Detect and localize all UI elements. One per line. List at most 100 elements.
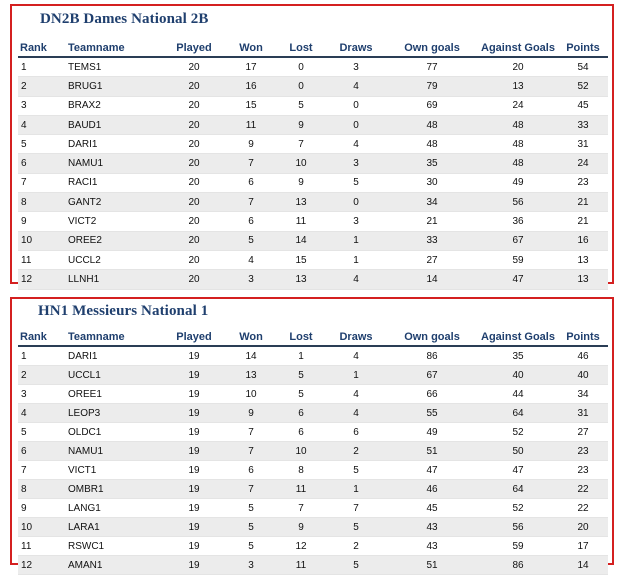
cell-teamname: OMBR1 xyxy=(68,479,162,499)
cell-rank: 2 xyxy=(18,365,68,385)
cell-teamname: BRAX2 xyxy=(68,96,162,116)
cell-teamname: AMAN1 xyxy=(68,555,162,575)
cell-draws: 0 xyxy=(326,96,386,116)
cell-played: 19 xyxy=(162,479,226,499)
cell-own-goals: 35 xyxy=(386,153,478,174)
cell-draws: 1 xyxy=(326,250,386,271)
cell-points: 33 xyxy=(558,115,608,136)
cell-own-goals: 79 xyxy=(386,76,478,97)
cell-rank: 12 xyxy=(18,555,68,575)
cell-rank: 6 xyxy=(18,441,68,461)
cell-against-goals: 59 xyxy=(478,250,558,271)
cell-against-goals: 56 xyxy=(478,517,558,537)
cell-draws: 2 xyxy=(326,536,386,556)
cell-won: 7 xyxy=(226,192,276,213)
cell-teamname: BRUG1 xyxy=(68,76,162,97)
cell-points: 52 xyxy=(558,76,608,97)
cell-points: 46 xyxy=(558,346,608,366)
table-row: 11 RSWC1 19 5 12 2 43 59 17 xyxy=(18,536,608,556)
column-header-won: Won xyxy=(226,40,276,58)
cell-draws: 2 xyxy=(326,441,386,461)
cell-rank: 3 xyxy=(18,96,68,116)
cell-won: 9 xyxy=(226,134,276,155)
cell-won: 5 xyxy=(226,498,276,518)
table-row: 1 DARI1 19 14 1 4 86 35 46 xyxy=(18,346,608,366)
cell-teamname: UCCL2 xyxy=(68,250,162,271)
cell-points: 31 xyxy=(558,134,608,155)
cell-teamname: OREE1 xyxy=(68,384,162,404)
cell-teamname: LARA1 xyxy=(68,517,162,537)
cell-against-goals: 56 xyxy=(478,192,558,213)
cell-own-goals: 77 xyxy=(386,57,478,78)
table-row: 3 OREE1 19 10 5 4 66 44 34 xyxy=(18,384,608,404)
cell-points: 40 xyxy=(558,365,608,385)
cell-won: 15 xyxy=(226,96,276,116)
cell-against-goals: 49 xyxy=(478,173,558,194)
cell-won: 10 xyxy=(226,384,276,404)
cell-own-goals: 47 xyxy=(386,460,478,480)
cell-played: 20 xyxy=(162,269,226,290)
table-row: 1 TEMS1 20 17 0 3 77 20 54 xyxy=(18,57,608,78)
table-title: DN2B Dames National 2B xyxy=(40,11,209,27)
cell-teamname: GANT2 xyxy=(68,192,162,213)
cell-points: 13 xyxy=(558,250,608,271)
table-title: HN1 Messieurs National 1 xyxy=(38,303,209,319)
standings-table: Rank Teamname Played Won Lost Draws Own goals A… xyxy=(18,329,608,575)
cell-rank: 9 xyxy=(18,498,68,518)
cell-lost: 14 xyxy=(276,231,326,251)
cell-lost: 5 xyxy=(276,96,326,116)
cell-played: 19 xyxy=(162,517,226,537)
table-body: 1 TEMS1 20 17 0 3 77 20 54 2 BRUG1 20 16 0 4 79 13 52 3 BRA… xyxy=(18,57,608,290)
cell-played: 19 xyxy=(162,536,226,556)
cell-played: 19 xyxy=(162,441,226,461)
cell-lost: 9 xyxy=(276,517,326,537)
cell-against-goals: 48 xyxy=(478,115,558,136)
cell-points: 13 xyxy=(558,269,608,290)
table-row: 10 LARA1 19 5 9 5 43 56 20 xyxy=(18,517,608,537)
cell-teamname: UCCL1 xyxy=(68,365,162,385)
cell-played: 19 xyxy=(162,346,226,366)
cell-lost: 7 xyxy=(276,498,326,518)
cell-points: 34 xyxy=(558,384,608,404)
cell-draws: 7 xyxy=(326,498,386,518)
cell-rank: 4 xyxy=(18,115,68,136)
cell-rank: 9 xyxy=(18,211,68,232)
cell-points: 45 xyxy=(558,96,608,116)
cell-won: 3 xyxy=(226,555,276,575)
table-row: 2 UCCL1 19 13 5 1 67 40 40 xyxy=(18,365,608,385)
cell-lost: 7 xyxy=(276,134,326,155)
cell-rank: 8 xyxy=(18,192,68,213)
cell-won: 3 xyxy=(226,269,276,290)
column-header-rank: Rank xyxy=(18,40,68,58)
table-row: 3 BRAX2 20 15 5 0 69 24 45 xyxy=(18,96,608,116)
table-row: 8 GANT2 20 7 13 0 34 56 21 xyxy=(18,192,608,213)
table-row: 5 DARI1 20 9 7 4 48 48 31 xyxy=(18,134,608,155)
cell-played: 19 xyxy=(162,498,226,518)
cell-points: 24 xyxy=(558,153,608,174)
cell-draws: 4 xyxy=(326,134,386,155)
cell-own-goals: 34 xyxy=(386,192,478,213)
table-row: 4 LEOP3 19 9 6 4 55 64 31 xyxy=(18,403,608,423)
cell-lost: 9 xyxy=(276,173,326,194)
cell-rank: 5 xyxy=(18,422,68,442)
cell-against-goals: 13 xyxy=(478,76,558,97)
table-row: 10 OREE2 20 5 14 1 33 67 16 xyxy=(18,231,608,251)
cell-draws: 4 xyxy=(326,76,386,97)
cell-rank: 12 xyxy=(18,269,68,290)
cell-own-goals: 43 xyxy=(386,517,478,537)
cell-rank: 8 xyxy=(18,479,68,499)
cell-won: 11 xyxy=(226,115,276,136)
table-row: 12 AMAN1 19 3 11 5 51 86 14 xyxy=(18,555,608,575)
cell-rank: 4 xyxy=(18,403,68,423)
cell-won: 13 xyxy=(226,365,276,385)
cell-own-goals: 55 xyxy=(386,403,478,423)
cell-draws: 3 xyxy=(326,57,386,78)
cell-against-goals: 36 xyxy=(478,211,558,232)
cell-teamname: DARI1 xyxy=(68,134,162,155)
standings-table: Rank Teamname Played Won Lost Draws Own goals A… xyxy=(18,40,608,290)
column-header-won: Won xyxy=(226,329,276,347)
cell-own-goals: 51 xyxy=(386,555,478,575)
cell-lost: 11 xyxy=(276,555,326,575)
cell-own-goals: 48 xyxy=(386,134,478,155)
cell-lost: 11 xyxy=(276,479,326,499)
